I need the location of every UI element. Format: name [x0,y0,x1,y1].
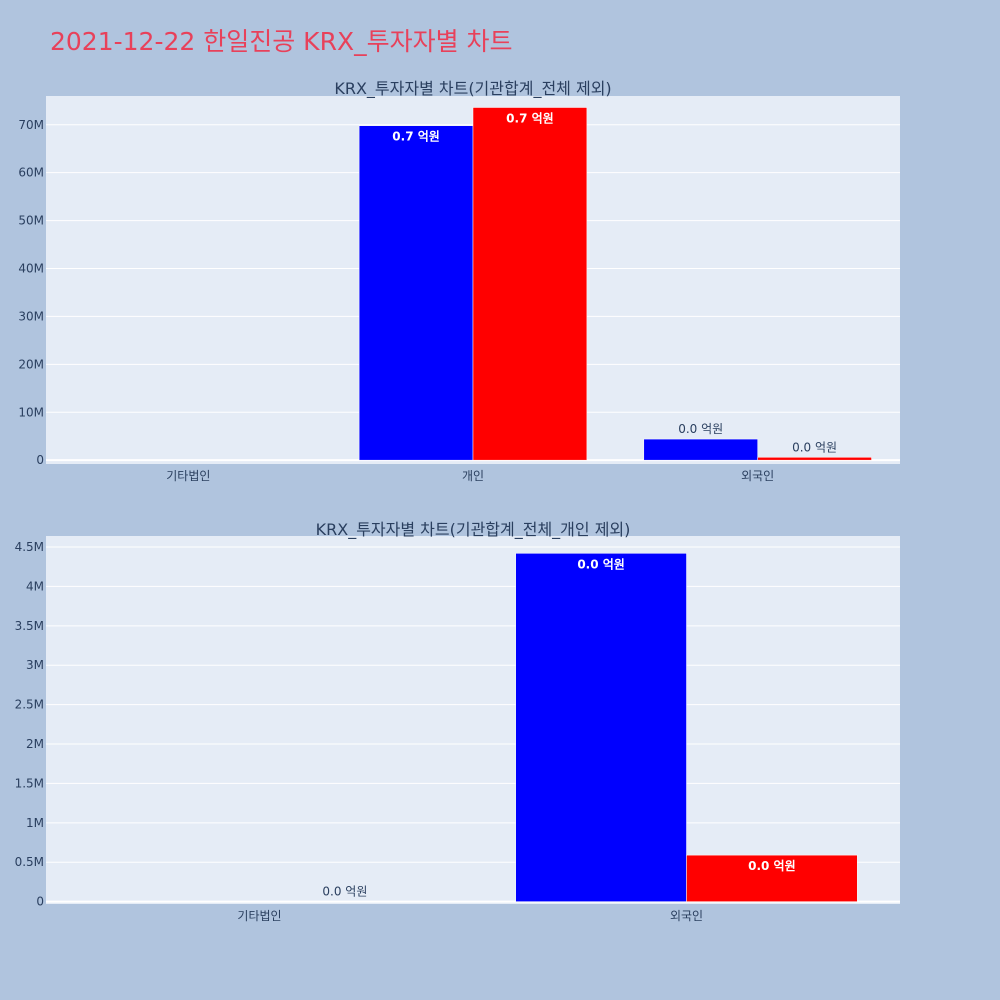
x-tick-label: 외국인 [670,909,703,923]
y-tick-label: 2M [26,737,44,751]
y-tick-label: 0 [36,453,44,467]
data-label: 0.0 억원 [322,885,367,899]
chart-title: KRX_투자자별 차트(기관합계_전체 제외) [334,79,611,99]
x-tick-label: 외국인 [741,469,774,483]
y-tick-label: 0.5M [15,855,44,869]
data-label: 0.7 억원 [506,112,554,126]
bar [515,553,687,902]
y-tick-label: 4.5M [15,540,44,554]
data-label: 0.0 억원 [792,440,837,454]
y-tick-label: 20M [18,357,44,371]
plot-area [46,536,900,904]
y-tick-label: 30M [18,309,44,323]
data-label: 0.0 억원 [748,859,796,873]
chart-top: 0 10M 20M 30M 40M 50M 60M 70M KRX_투자자별 차트(기관합계_전… [18,79,900,483]
data-label: 0.7 억원 [392,130,440,144]
y-tick-label: 1.5M [15,776,44,790]
chart-bottom: 0 0.5M 1M 1.5M 2M 2.5M 3M 3.5M 4M 4.5M KRX_투자자별 차트… [15,520,900,923]
data-label: 0.0 억원 [577,557,625,571]
y-tick-label: 50M [18,214,44,228]
data-label: 0.0 억원 [678,422,723,436]
bar [643,438,758,461]
bar [472,107,588,461]
y-tick-label: 70M [18,118,44,132]
chart-title: KRX_투자자별 차트(기관합계_전체_개인 제외) [316,520,631,540]
y-tick-label: 1M [26,816,44,830]
bar [358,125,474,461]
x-tick-label: 개인 [462,469,484,483]
y-tick-label: 40M [18,262,44,276]
y-tick-label: 0 [36,895,44,909]
y-tick-label: 4M [26,579,44,593]
bar [757,457,872,461]
y-tick-label: 3.5M [15,619,44,633]
x-tick-label: 기타법인 [166,469,210,483]
bar [686,854,858,902]
y-tick-label: 60M [18,166,44,180]
page-title: 2021-12-22 한일진공 KRX_투자자별 차트 [50,27,513,56]
y-tick-label: 3M [26,658,44,672]
y-tick-label: 10M [18,405,44,419]
x-tick-label: 기타법인 [237,909,281,923]
y-tick-label: 2.5M [15,698,44,712]
